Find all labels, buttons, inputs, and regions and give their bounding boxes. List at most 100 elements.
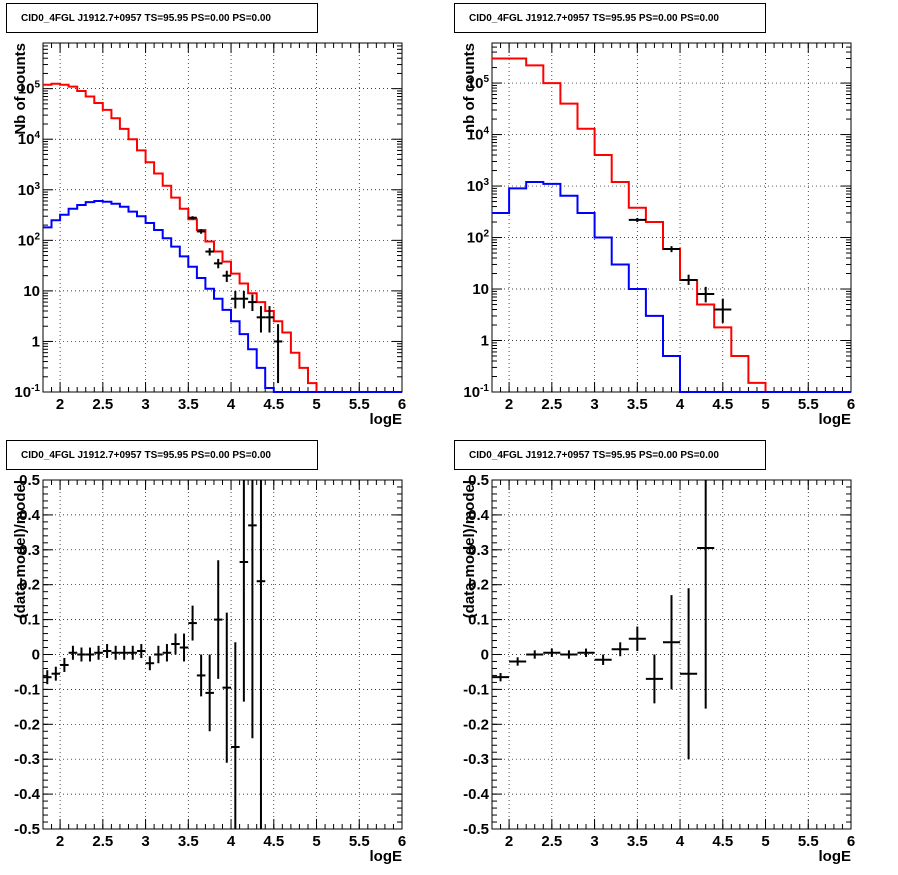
chart-panel-0: 2 2.5 3 3.5 4 4.5 5 5.5 610-1110102103104105logE… bbox=[12, 42, 406, 428]
data-point bbox=[231, 290, 240, 309]
data-point bbox=[154, 645, 163, 664]
data-point bbox=[560, 650, 578, 659]
x-axis-label: logE bbox=[370, 411, 403, 428]
data-point bbox=[697, 480, 715, 709]
y-tick-label: 0.5 bbox=[468, 472, 489, 489]
data-point bbox=[85, 647, 95, 662]
x-tick-label: 3.5 bbox=[627, 396, 648, 413]
x-tick-label: 6 bbox=[847, 833, 855, 850]
x-tick-label: 3.5 bbox=[178, 833, 199, 850]
data-point bbox=[222, 270, 232, 282]
data-point bbox=[577, 648, 595, 657]
x-tick-label: 4.5 bbox=[263, 833, 284, 850]
y-tick-label: 10 bbox=[23, 283, 40, 300]
y-tick-label: 0.2 bbox=[19, 577, 40, 594]
x-axis-label: logE bbox=[819, 411, 852, 428]
data-point bbox=[188, 605, 197, 641]
data-point bbox=[265, 306, 274, 333]
y-tick-label: 0.4 bbox=[468, 507, 490, 524]
data-point bbox=[509, 657, 527, 666]
x-tick-label: 6 bbox=[847, 396, 855, 413]
data-point bbox=[239, 480, 249, 702]
data-point bbox=[248, 480, 257, 739]
data-point bbox=[662, 595, 681, 690]
data-point bbox=[543, 648, 561, 657]
x-tick-label: 2.5 bbox=[541, 396, 562, 413]
data-point bbox=[205, 248, 214, 256]
plot-frame bbox=[42, 42, 403, 393]
y-tick-label: 0.3 bbox=[19, 542, 40, 559]
x-tick-label: 4 bbox=[227, 396, 236, 413]
x-tick-label: 4.5 bbox=[712, 833, 733, 850]
data-point bbox=[492, 672, 510, 682]
data-point bbox=[94, 645, 103, 660]
x-tick-label: 3 bbox=[590, 396, 598, 413]
data-point bbox=[697, 286, 715, 303]
histogram-series-0 bbox=[43, 82, 402, 393]
x-tick-label: 4 bbox=[676, 396, 685, 413]
x-tick-label: 2 bbox=[56, 833, 64, 850]
x-axis-label: logE bbox=[819, 848, 852, 865]
data-point bbox=[231, 642, 240, 829]
x-tick-label: 3.5 bbox=[627, 833, 648, 850]
y-tick-label: -0.1 bbox=[463, 681, 489, 698]
chart-panel-1: 2 2.5 3 3.5 4 4.5 5 5.5 610-1110102103104105logE… bbox=[461, 42, 855, 428]
x-tick-label: 5 bbox=[312, 396, 320, 413]
y-tick-label: -0.5 bbox=[14, 821, 40, 838]
data-point bbox=[171, 633, 180, 655]
data-point bbox=[662, 246, 681, 253]
data-point bbox=[51, 666, 61, 681]
x-tick-label: 4 bbox=[676, 833, 685, 850]
y-axis-label: (data-model)/model bbox=[12, 480, 29, 618]
y-tick-label: -0.3 bbox=[14, 751, 40, 768]
y-tick-label: 10-1 bbox=[14, 383, 40, 401]
x-tick-label: 2 bbox=[56, 396, 64, 413]
data-point bbox=[714, 298, 732, 323]
chart-panel-2: 2 2.5 3 3.5 4 4.5 5 5.5 6 -0.5 -0.4 -0.3 -0.2 -0.1 0 0.… bbox=[12, 472, 406, 865]
data-point bbox=[196, 229, 206, 234]
histogram-series-1 bbox=[43, 200, 402, 393]
y-tick-label: 0.4 bbox=[19, 507, 41, 524]
data-point bbox=[102, 644, 112, 658]
data-point bbox=[628, 217, 646, 223]
data-point bbox=[256, 306, 266, 333]
x-tick-label: 6 bbox=[398, 396, 406, 413]
y-tick-label: 10 bbox=[472, 281, 489, 298]
y-tick-label: -0.5 bbox=[463, 821, 489, 838]
x-tick-label: 5 bbox=[761, 833, 769, 850]
y-tick-label: 102 bbox=[467, 229, 490, 247]
data-point bbox=[248, 294, 257, 312]
y-tick-label: 0 bbox=[32, 647, 40, 664]
x-tick-label: 3 bbox=[141, 396, 149, 413]
chart-title-3: CID0_4FGL J1912.7+0957 TS=95.95 PS=0.00 … bbox=[454, 440, 766, 470]
chart-title-1: CID0_4FGL J1912.7+0957 TS=95.95 PS=0.00 … bbox=[454, 3, 766, 33]
x-tick-label: 6 bbox=[398, 833, 406, 850]
y-tick-label: 0 bbox=[481, 647, 489, 664]
x-tick-label: 2 bbox=[505, 833, 513, 850]
y-tick-label: 102 bbox=[18, 231, 41, 249]
x-tick-label: 2.5 bbox=[92, 833, 113, 850]
chart-panel-3: 2 2.5 3 3.5 4 4.5 5 5.5 6 -0.5 -0.4 -0.3 -0.2 -0.1 0 0.… bbox=[461, 472, 855, 865]
x-tick-label: 5.5 bbox=[349, 833, 370, 850]
data-point bbox=[111, 645, 120, 660]
x-tick-label: 4 bbox=[227, 833, 236, 850]
y-tick-label: 0.2 bbox=[468, 577, 489, 594]
data-point bbox=[611, 642, 629, 657]
data-point bbox=[60, 657, 69, 672]
histogram-series-0 bbox=[492, 57, 851, 393]
data-point bbox=[680, 588, 698, 760]
data-point bbox=[645, 654, 663, 704]
data-point bbox=[526, 650, 544, 659]
x-tick-label: 2.5 bbox=[541, 833, 562, 850]
chart-title-0: CID0_4FGL J1912.7+0957 TS=95.95 PS=0.00 … bbox=[6, 3, 318, 33]
data-point bbox=[256, 480, 266, 829]
y-tick-label: -0.4 bbox=[14, 786, 41, 803]
y-axis-label: (data-model)/model bbox=[461, 480, 478, 618]
y-tick-label: 0.1 bbox=[468, 612, 489, 629]
y-tick-label: 103 bbox=[18, 181, 41, 199]
data-point bbox=[188, 216, 197, 220]
data-point bbox=[137, 644, 146, 658]
data-point bbox=[213, 560, 223, 679]
data-point bbox=[628, 626, 646, 652]
